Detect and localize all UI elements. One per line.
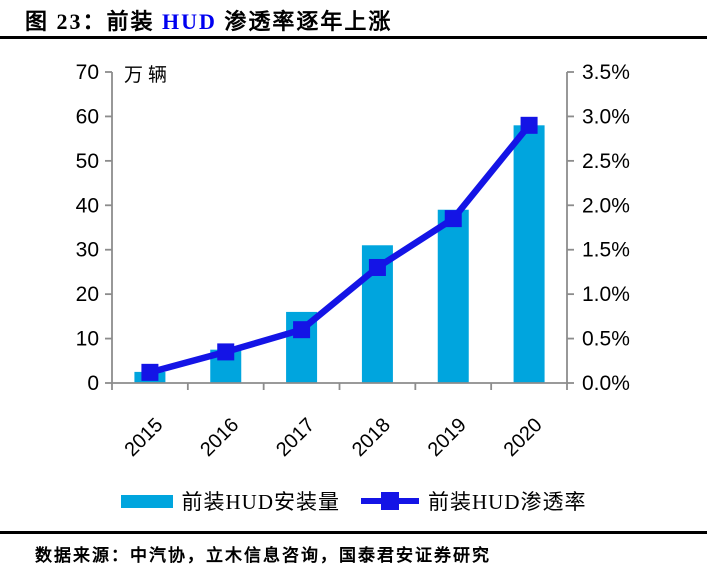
right-axis-tick-label: 0.5%: [582, 328, 630, 351]
figure-title-highlight: HUD: [162, 9, 217, 34]
data-source-text: 数据来源：中汽协，立木信息咨询，国泰君安证券研究: [35, 546, 491, 565]
left-axis-tick-label: 40: [76, 194, 99, 217]
right-axis-tick-label: 1.5%: [582, 239, 630, 262]
legend-line-label: 前装HUD渗透率: [428, 490, 587, 514]
bar-2020: [513, 125, 545, 384]
right-axis-tick-label: 3.5%: [582, 61, 630, 84]
right-axis-tick-label: 3.0%: [582, 105, 630, 128]
penetration-line: [149, 123, 532, 376]
left-axis-tick-label: 10: [76, 328, 99, 351]
left-axis-tick-label: 70: [76, 61, 99, 84]
line-marker-2020: [520, 116, 538, 134]
legend-line-swatch: [361, 492, 419, 510]
footer-divider-line: [0, 531, 707, 534]
line-marker-2018: [368, 258, 386, 276]
left-axis-tick-label: 60: [76, 105, 99, 128]
x-axis-label-2015: 2015: [120, 414, 167, 461]
x-axis-label-2018: 2018: [348, 414, 395, 461]
legend-bar-swatch: [120, 494, 173, 508]
chart-legend: 前装HUD安装量 前装HUD渗透率: [0, 484, 707, 518]
right-axis-tick-label: 2.0%: [582, 194, 630, 217]
line-marker-2019: [444, 210, 462, 228]
x-axis-label-2020: 2020: [500, 414, 547, 461]
left-axis-tick-label: 50: [76, 150, 99, 173]
left-axis-unit-label: 万辆: [124, 65, 173, 86]
bar-2019: [437, 209, 469, 383]
figure-title: 图 23：前装 HUD 渗透率逐年上涨: [25, 4, 392, 36]
figure-title-prefix: 图 23：前装: [25, 9, 163, 34]
left-axis-tick-label: 30: [76, 239, 99, 262]
right-axis-tick-label: 0.0%: [582, 372, 630, 395]
x-axis-label-2017: 2017: [272, 414, 319, 461]
line-marker-2016: [217, 343, 235, 361]
legend-line-marker: [381, 492, 399, 510]
line-marker-2015: [141, 363, 159, 381]
right-axis-tick-label: 2.5%: [582, 150, 630, 173]
legend-bar-label: 前装HUD安装量: [181, 490, 340, 514]
right-axis-tick-label: 1.0%: [582, 283, 630, 306]
x-axis-label-2019: 2019: [424, 414, 471, 461]
chart-plot-area: 70 3.5% 60 3.0% 50 2.5% 40 2.0% 30 1.5% 20 1.0% 10 0.…: [76, 61, 630, 461]
x-axis-label-2016: 2016: [196, 414, 243, 461]
title-divider-line: [0, 36, 707, 39]
left-axis-tick-label: 0: [87, 372, 99, 395]
figure-title-suffix: 渗透率逐年上涨: [216, 9, 393, 34]
left-axis-tick-label: 20: [76, 283, 99, 306]
line-marker-2017: [293, 321, 311, 339]
